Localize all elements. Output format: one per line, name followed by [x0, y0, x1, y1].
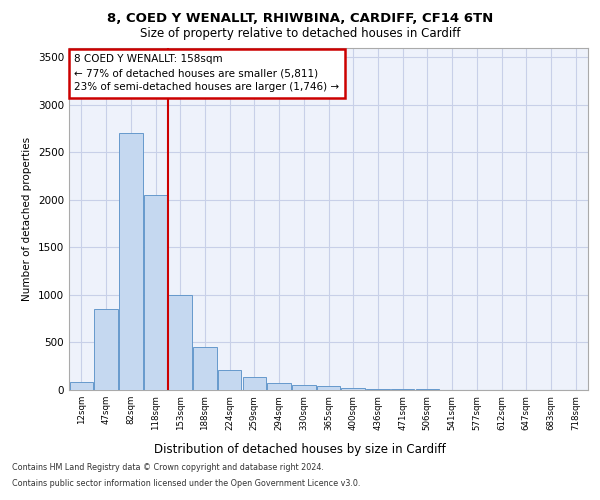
- Text: 8 COED Y WENALLT: 158sqm
← 77% of detached houses are smaller (5,811)
23% of sem: 8 COED Y WENALLT: 158sqm ← 77% of detach…: [74, 54, 340, 92]
- Text: Contains HM Land Registry data © Crown copyright and database right 2024.: Contains HM Land Registry data © Crown c…: [12, 464, 324, 472]
- Text: Size of property relative to detached houses in Cardiff: Size of property relative to detached ho…: [140, 28, 460, 40]
- Bar: [366, 388, 389, 390]
- Bar: [341, 388, 365, 390]
- Bar: [268, 383, 291, 390]
- Bar: [144, 195, 167, 390]
- Bar: [169, 295, 192, 390]
- Text: 8, COED Y WENALLT, RHIWBINA, CARDIFF, CF14 6TN: 8, COED Y WENALLT, RHIWBINA, CARDIFF, CF…: [107, 12, 493, 26]
- Bar: [391, 389, 415, 390]
- Bar: [70, 382, 93, 390]
- Text: Contains public sector information licensed under the Open Government Licence v3: Contains public sector information licen…: [12, 478, 361, 488]
- Bar: [317, 386, 340, 390]
- Y-axis label: Number of detached properties: Number of detached properties: [22, 136, 32, 301]
- Bar: [193, 347, 217, 390]
- Text: Distribution of detached houses by size in Cardiff: Distribution of detached houses by size …: [154, 442, 446, 456]
- Bar: [242, 377, 266, 390]
- Bar: [119, 133, 143, 390]
- Bar: [94, 309, 118, 390]
- Bar: [292, 385, 316, 390]
- Bar: [218, 370, 241, 390]
